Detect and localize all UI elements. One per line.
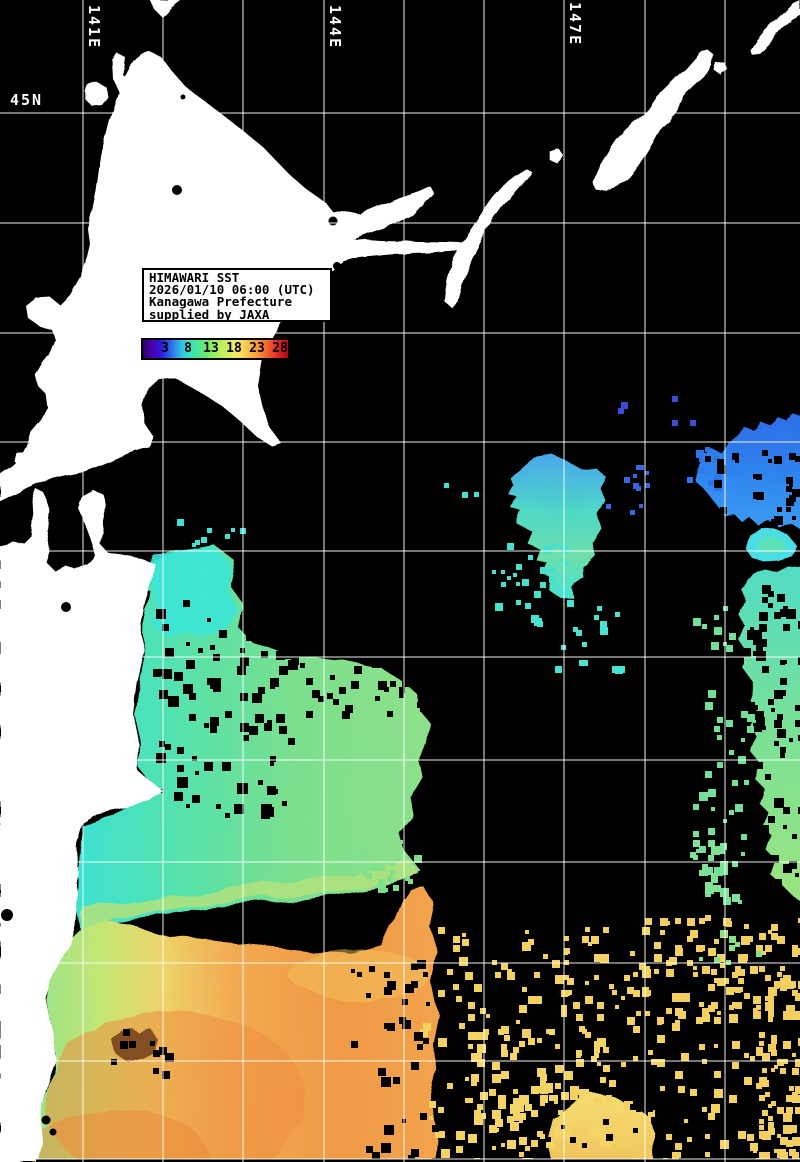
- lon-label-147e: 147E: [566, 2, 584, 47]
- colorbar-tick: 3: [161, 341, 169, 356]
- speckles-cyan-north-of-central: [492, 543, 569, 609]
- land-sakhalin-tip: [150, 0, 180, 17]
- temperature-colorbar: 3 8 13 18 23 28: [141, 338, 290, 360]
- sst-cyan-eye-green-center: [756, 536, 784, 554]
- lakes-and-bays: [1, 94, 800, 1162]
- sst-region-coastal-bright-cyan-overlay: [149, 548, 236, 638]
- land-iturup-island: [592, 50, 714, 192]
- colorbar-tick: 13: [203, 341, 219, 356]
- title-box: HIMAWARI SST 2026/01/10 06:00 (UTC) Kana…: [142, 268, 332, 322]
- land-rishiri-island: [84, 82, 108, 106]
- sst-speckles: [111, 396, 800, 1162]
- colorbar-tick: 18: [226, 341, 242, 356]
- speckles-yellow-right-edge: [756, 1032, 800, 1162]
- sst-warm-core-2: [30, 1110, 210, 1162]
- colorbar-tick: 28: [272, 341, 288, 356]
- lake-hokkaido-1: [172, 185, 182, 195]
- sst-color-field: [30, 415, 800, 1162]
- land-urup-island: [751, 0, 800, 56]
- land-okushiri-island: [14, 452, 28, 467]
- supplier-credit: supplied by JAXA: [149, 306, 270, 322]
- lake-hokkaido-4: [333, 262, 341, 270]
- sst-region-sanriku-cold-mass: [77, 546, 431, 932]
- lake-hokkaido-2: [180, 94, 186, 100]
- speckles-cloud-holes-yellow-blob: [546, 1101, 664, 1148]
- inlet-matsushima2: [49, 1128, 57, 1136]
- lake-ogawara: [61, 602, 71, 612]
- speckles-blue-right-of-central: [606, 465, 650, 515]
- lake-hokkaido-5: [358, 266, 364, 272]
- sst-region-northeast-cold-blue-mass: [694, 415, 800, 528]
- land-islet-west-2: [100, 357, 113, 371]
- bottom-strip: [36, 1159, 800, 1162]
- sst-region-central-cold-patch: [507, 456, 606, 601]
- speckles-cloud-holes-east-edge: [738, 585, 800, 902]
- lat-label-45n: 45N: [10, 91, 44, 109]
- inlet-matsushima: [41, 1115, 51, 1125]
- prefecture-label: Kanagawa Prefecture: [149, 294, 292, 310]
- colorbar-tick: 23: [249, 341, 265, 356]
- speckles-cloud-holes-warm-east: [351, 960, 445, 1162]
- speckles-green-specks-se-of-sanriku: [363, 840, 422, 893]
- land-kunashir-island: [444, 169, 532, 308]
- lake-towada: [1, 909, 13, 921]
- timestamp: 2026/01/10 06:00 (UTC): [149, 282, 315, 298]
- speckles-cyan-tiny-mid: [444, 483, 479, 498]
- lake-hokkaido-3: [328, 216, 338, 226]
- land-kuril-islet-2: [714, 62, 727, 75]
- lake-hokkaido-6: [300, 324, 306, 330]
- speckles-green-topright-few: [699, 930, 762, 965]
- sst-region-east-edge-green-mass: [740, 567, 800, 900]
- colorbar-tick: 8: [184, 341, 192, 356]
- land-islet-west-1: [63, 375, 73, 388]
- speckles-yellow-topright: [642, 915, 800, 1025]
- sst-region-yellow-green-front-overlay: [80, 860, 420, 930]
- lon-label-141e: 141E: [85, 5, 103, 50]
- land-kuril-islet-1: [549, 148, 563, 164]
- product-title: HIMAWARI SST: [149, 270, 240, 285]
- speckles-cloud-holes-ne-mass: [705, 450, 800, 526]
- lon-label-144e: 144E: [326, 5, 344, 50]
- speckles-cyan-below-central: [495, 600, 625, 674]
- speckles-blue-specks-top: [618, 396, 696, 426]
